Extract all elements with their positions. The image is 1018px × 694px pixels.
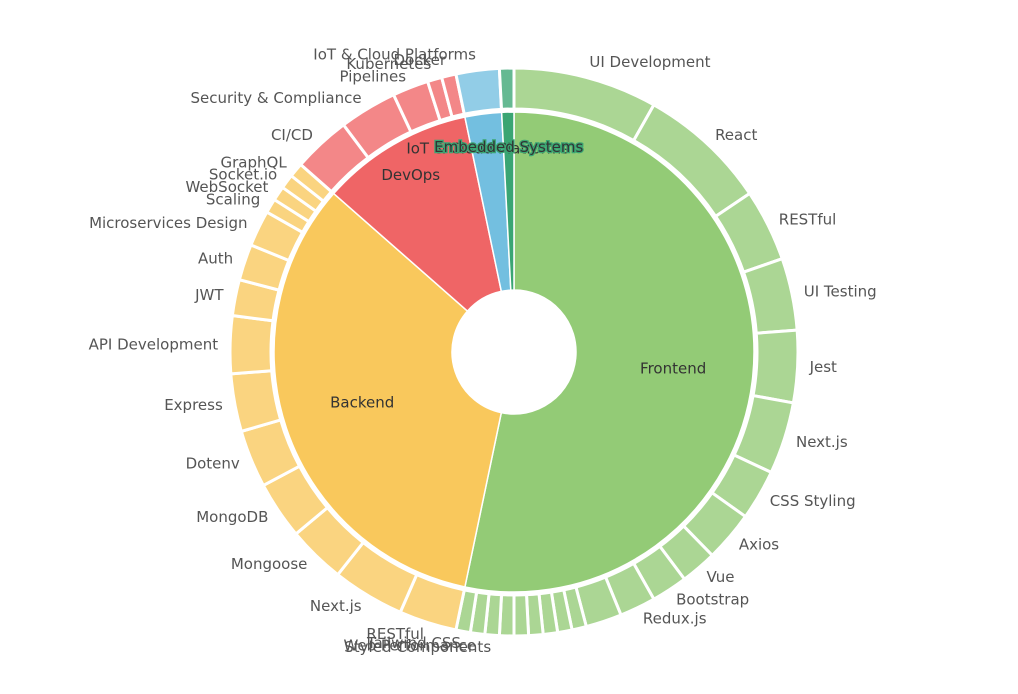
outer-slice-unnamed[interactable]	[512, 593, 531, 638]
outer-label-pipelines: Pipelines	[339, 67, 406, 85]
outer-label-web-performance: Web Performance	[343, 637, 476, 655]
outer-label-react: React	[715, 126, 757, 144]
inner-label-backend: Backend	[330, 394, 394, 412]
outer-label-ui-testing: UI Testing	[804, 282, 877, 300]
outer-label-mongoose: Mongoose	[231, 555, 308, 573]
outer-label-mongodb: MongoDB	[196, 508, 268, 526]
outer-slice-iot-cloud-platforms[interactable]	[454, 66, 504, 116]
outer-slice-express[interactable]	[229, 369, 283, 434]
outer-label-websocket: WebSocket	[185, 178, 268, 196]
outer-label-scaling: Scaling	[206, 191, 260, 209]
outer-slice-jest[interactable]	[751, 328, 800, 405]
outer-label-tailwind-css: Tailwind CSS	[366, 634, 461, 652]
outer-slice-unnamed[interactable]	[497, 66, 516, 111]
outer-label-axios: Axios	[739, 536, 779, 554]
outer-label-ci-cd: CI/CD	[271, 126, 313, 144]
outer-label-auth: Auth	[198, 249, 233, 267]
outer-label-ui-development: UI Development	[589, 53, 710, 71]
outer-label-dotenv: Dotenv	[186, 455, 240, 473]
outer-label-redux-js: Redux.js	[643, 609, 707, 627]
outer-label-kubernetes: Kubernetes	[346, 55, 431, 73]
outer-label-restful: RESTful	[779, 211, 837, 229]
outer-label-iot-cloud-platforms: IoT & Cloud Platforms	[313, 45, 476, 63]
outer-label-api-development: API Development	[89, 335, 219, 353]
outer-label-next-js: Next.js	[796, 433, 848, 451]
outer-label-css-styling: CSS Styling	[770, 492, 856, 510]
inner-label-frontend: Frontend	[640, 359, 706, 377]
outer-label-socket-io: Socket.io	[209, 165, 277, 183]
outer-label-next-js: Next.js	[310, 597, 362, 615]
center-hole	[452, 290, 576, 414]
outer-label-security-compliance: Security & Compliance	[190, 89, 361, 107]
outer-label-vue: Vue	[707, 568, 735, 586]
inner-label-devops: DevOps	[381, 166, 440, 184]
outer-label-express: Express	[164, 396, 223, 414]
inner-label-embedded-systems: Embedded Systems	[434, 138, 583, 156]
outer-label-microservices-design: Microservices Design	[89, 214, 247, 232]
outer-label-styled-components: Styled Components	[344, 638, 491, 656]
outer-slice-api-development[interactable]	[228, 313, 275, 376]
outer-label-bootstrap: Bootstrap	[676, 591, 749, 609]
inner-label-iot-cloud-platforms: IoT & Cloud Platforms	[406, 140, 569, 158]
outer-label-graphql: GraphQL	[221, 153, 288, 171]
outer-label-jest: Jest	[809, 358, 837, 376]
outer-label-restful: RESTful	[366, 625, 424, 643]
outer-label-jwt: JWT	[194, 286, 224, 304]
outer-label-docker: Docker	[393, 51, 446, 69]
